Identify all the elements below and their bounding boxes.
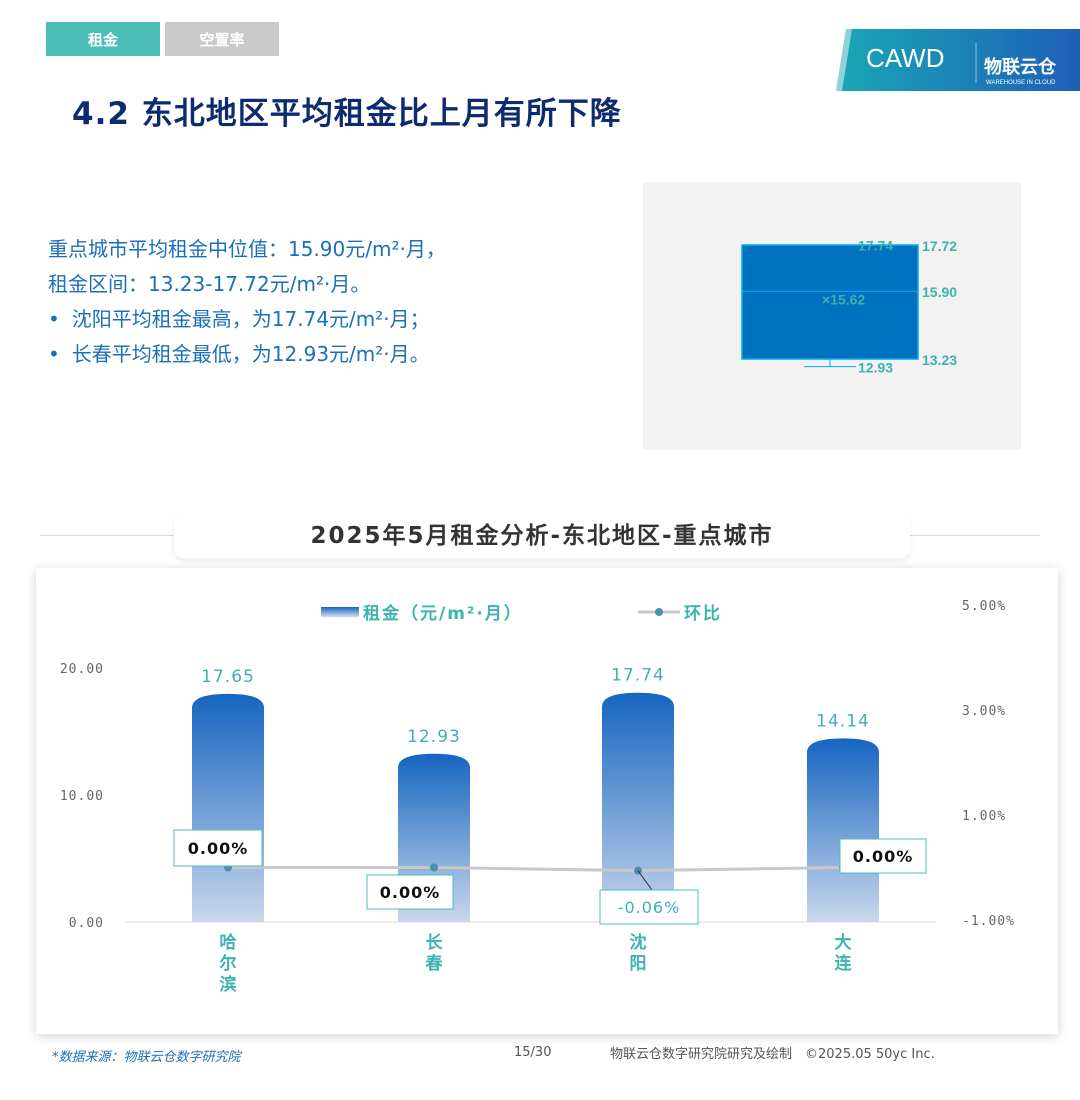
legend-bar-label: 租金（元/m²·月） (363, 603, 523, 624)
y-left-tick: 10.00 (60, 789, 104, 804)
summary-range: 租金区间：13.23-17.72元/m²·月。 (48, 272, 371, 296)
bar (602, 692, 674, 922)
svg-text:WAREHOUSE IN CLOUD: WAREHOUSE IN CLOUD (986, 80, 1056, 86)
bar (192, 693, 264, 922)
legend-line-marker (655, 608, 663, 616)
summary-median: 重点城市平均租金中位值：15.90元/m²·月， (48, 237, 446, 261)
summary-bullet-highest: 沈阳平均租金最高，为17.74元/m²·月； (48, 302, 446, 337)
bar-label: 17.65 (201, 667, 255, 687)
mom-label-box (173, 829, 263, 867)
mom-label: 0.00% (188, 839, 249, 858)
label-mean: ×15.62 (822, 291, 865, 307)
mom-point (430, 863, 438, 872)
bar-label: 14.14 (816, 711, 870, 731)
bar-label: 17.74 (611, 666, 665, 686)
svg-text:物联云仓: 物联云仓 (984, 56, 1057, 78)
tab-rent[interactable]: 租金 (46, 22, 160, 56)
mom-label-box (599, 889, 699, 925)
y-right-tick: -1.00% (962, 914, 1015, 929)
chart-title: 2025年5月租金分析-东北地区-重点城市 (174, 514, 910, 558)
label-max: 17.74 (858, 237, 893, 253)
y-right-tick: 5.00% (962, 599, 1006, 614)
y-right-tick: 3.00% (962, 704, 1006, 719)
box (741, 244, 919, 360)
y-left-tick: 0.00 (69, 916, 104, 931)
label-median: 15.90 (922, 284, 957, 300)
summary-bullet-lowest: 长春平均租金最低，为12.93元/m²·月。 (48, 337, 446, 372)
tab-vacancy[interactable]: 空置率 (165, 22, 279, 56)
leader-line (637, 870, 653, 891)
mom-label: 0.00% (380, 883, 441, 902)
x-tick-label: 大 (835, 932, 852, 953)
y-left-tick: 20.00 (60, 662, 104, 677)
x-tick-label: 哈 (220, 932, 237, 953)
x-tick-label: 春 (426, 953, 443, 974)
page-number: 15/30 (514, 1045, 552, 1060)
svg-text:CAWD: CAWD (866, 43, 944, 73)
legend-line-label: 环比 (684, 603, 722, 624)
bar (807, 738, 879, 922)
mom-label: 0.00% (853, 847, 914, 866)
bar-label: 12.93 (407, 727, 461, 747)
data-source: *数据来源：物联云仓数字研究院 (52, 1050, 241, 1065)
credit: 物联云仓数字研究院研究及绘制 ©2025.05 50yc Inc. (610, 1047, 935, 1062)
label-min: 12.93 (858, 360, 893, 376)
x-tick-label: 沈 (630, 932, 647, 953)
x-tick-label: 阳 (630, 954, 647, 974)
mom-label: -0.06% (618, 898, 681, 917)
summary-text: 重点城市平均租金中位值：15.90元/m²·月， 租金区间：13.23-17.7… (48, 232, 446, 372)
x-tick-label: 尔 (220, 953, 237, 974)
label-q1: 13.23 (922, 352, 957, 368)
page-title: 4.2 东北地区平均租金比上月有所下降 (72, 96, 622, 132)
y-right-tick: 1.00% (962, 809, 1006, 824)
label-q3: 17.72 (922, 238, 957, 254)
legend-bar-swatch (321, 607, 359, 617)
mom-line (228, 866, 844, 873)
x-tick-label: 连 (835, 953, 853, 974)
mom-label-box (366, 874, 454, 910)
x-tick-label: 长 (426, 932, 444, 953)
x-tick-label: 滨 (220, 974, 237, 995)
mom-label-box (839, 838, 927, 874)
cawd-logo: CAWD 物联云仓 WAREHOUSE IN CLOUD (836, 29, 1080, 91)
